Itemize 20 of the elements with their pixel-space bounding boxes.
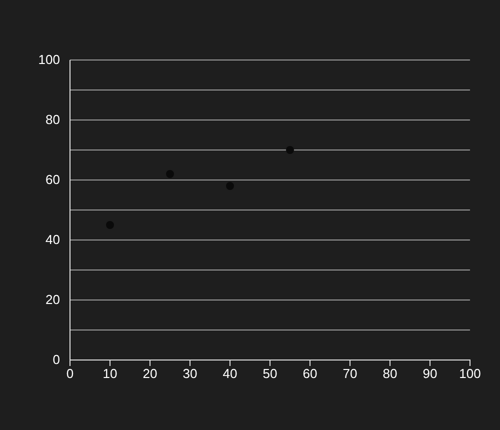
y-tick-label: 60 bbox=[46, 172, 60, 188]
x-tick-label: 70 bbox=[342, 366, 358, 382]
x-tick-label: 0 bbox=[66, 366, 74, 382]
point bbox=[166, 170, 174, 178]
y-tick-label: 100 bbox=[38, 52, 60, 68]
x-tick-label: 30 bbox=[182, 366, 198, 382]
point bbox=[286, 146, 294, 154]
point bbox=[226, 182, 234, 190]
y-tick-label: 20 bbox=[46, 292, 60, 308]
x-tick-label: 50 bbox=[262, 366, 278, 382]
x-tick-label: 90 bbox=[422, 366, 438, 382]
x-tick-label: 100 bbox=[459, 366, 481, 382]
y-tick-label: 0 bbox=[52, 352, 60, 368]
x-tick-label: 20 bbox=[142, 366, 158, 382]
x-tick-label: 40 bbox=[222, 366, 238, 382]
y-tick-label: 80 bbox=[46, 112, 60, 128]
x-tick-label: 10 bbox=[102, 366, 118, 382]
x-tick-label: 80 bbox=[382, 366, 398, 382]
x-tick-label: 60 bbox=[302, 366, 318, 382]
y-tick-label: 40 bbox=[46, 232, 60, 248]
